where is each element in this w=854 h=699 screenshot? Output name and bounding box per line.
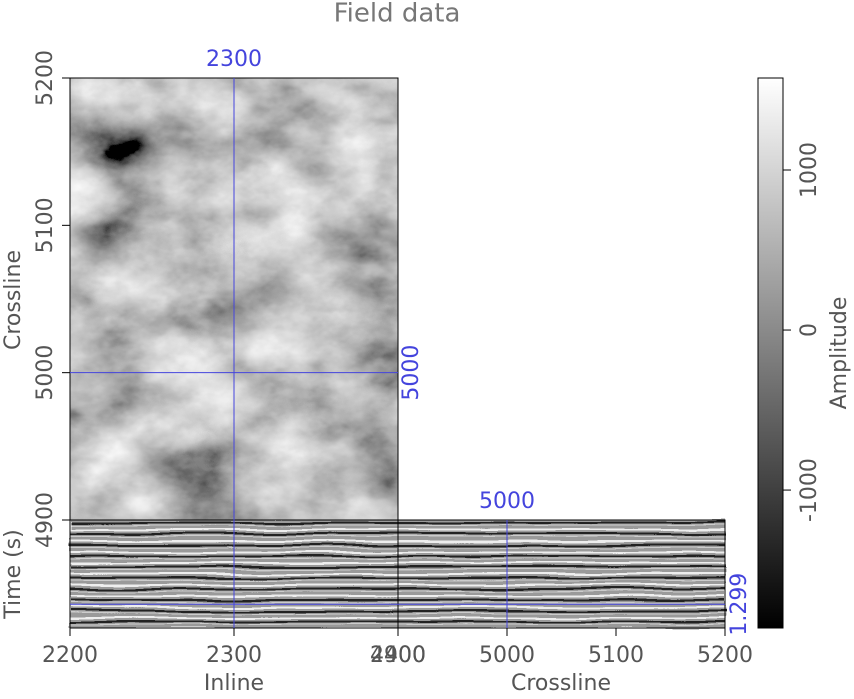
x-tick-label: 2200 [42, 643, 98, 668]
y-axis-label: Crossline [1, 250, 26, 350]
colorbar-tick-label: 0 [797, 323, 822, 337]
x-tick-label: 2400 [370, 643, 426, 668]
crossline-section [398, 520, 725, 628]
frame [397, 519, 726, 629]
crossline-slice-label: 5000 [399, 345, 424, 401]
x-tick-label: 2300 [206, 643, 262, 668]
y-tick-label: 5100 [33, 197, 58, 253]
x2-axis-label: Crossline [511, 671, 611, 695]
colorbar-tick-label: -1000 [797, 458, 822, 522]
colorbar-tick-label: 1000 [797, 142, 822, 198]
crossline-slice-label: 5000 [479, 489, 535, 514]
x2-tick-label: 5000 [479, 643, 535, 668]
x-axis-label: Inline [204, 671, 264, 695]
x2-tick-label: 4900 [370, 643, 426, 668]
colorbar-label: Amplitude [827, 297, 852, 410]
y-tick-label: 5000 [33, 345, 58, 401]
inline-slice-label: 2300 [206, 47, 262, 72]
y-tick-label: 5200 [33, 50, 58, 106]
colorbar [757, 77, 784, 629]
x2-tick-label: 5200 [697, 643, 753, 668]
t-axis-label: Time (s) [1, 529, 26, 619]
x2-tick-label: 5100 [588, 643, 644, 668]
time-slice-label: 1.299 [727, 573, 752, 636]
y-tick-label: 4900 [33, 492, 58, 548]
chart-title: Field data [334, 0, 461, 29]
